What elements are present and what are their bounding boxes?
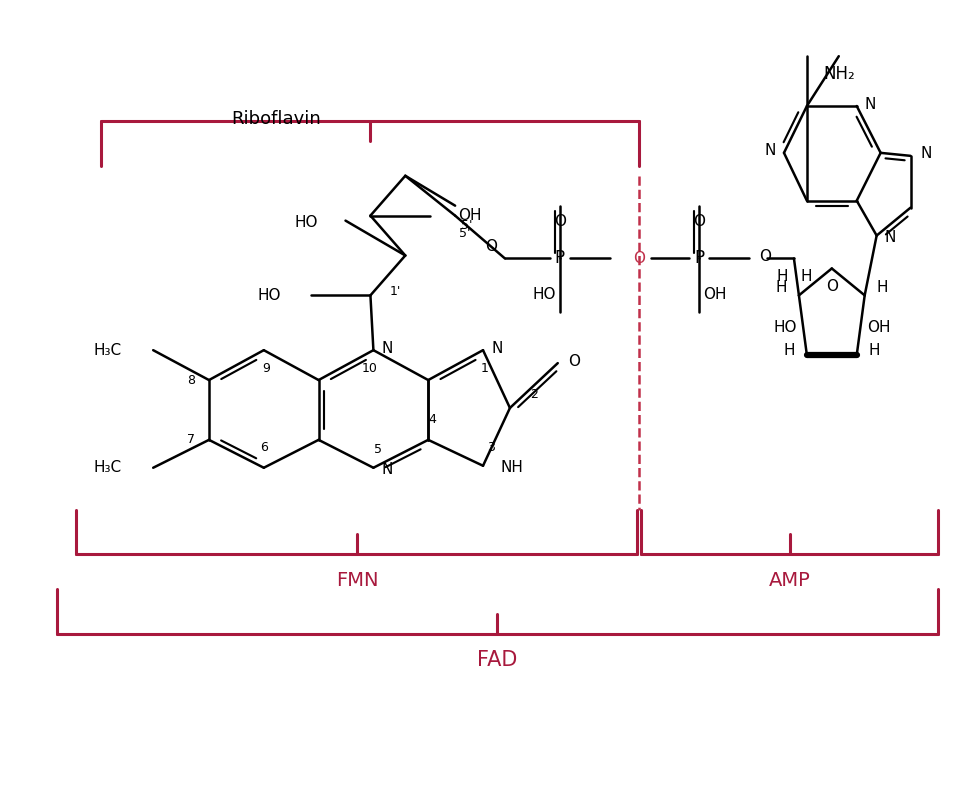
Text: N: N [381,462,393,478]
Text: HO: HO [773,320,797,335]
Text: FMN: FMN [336,571,378,590]
Text: 5: 5 [374,443,382,456]
Text: O: O [760,249,771,264]
Text: N: N [764,143,776,158]
Text: O: O [485,239,497,254]
Text: HO: HO [257,288,280,302]
Text: 5': 5' [460,227,470,240]
Text: OH: OH [458,208,481,223]
Text: OH: OH [866,320,890,335]
Text: NH₂: NH₂ [823,65,855,83]
Text: N: N [381,341,393,356]
Text: N: N [491,341,503,356]
Text: Riboflavin: Riboflavin [231,110,320,128]
Text: HO: HO [532,287,556,302]
Text: 3: 3 [487,441,495,455]
Text: O: O [693,214,706,229]
Text: H: H [776,269,788,284]
Text: AMP: AMP [769,571,810,590]
Text: N: N [921,146,932,162]
Text: 9: 9 [262,361,270,375]
Text: O: O [567,353,580,369]
Text: 7: 7 [187,433,195,447]
Text: N: N [865,96,876,111]
Text: 8: 8 [187,373,195,387]
Text: O: O [633,251,646,266]
Text: O: O [826,279,838,294]
Text: H₃C: H₃C [93,460,122,475]
Text: H: H [877,280,889,295]
Text: 1: 1 [481,361,489,375]
Text: 6: 6 [260,441,268,455]
Text: 10: 10 [362,361,377,375]
Text: FAD: FAD [477,650,517,670]
Text: P: P [694,249,705,267]
Text: 5': 5' [462,219,472,232]
Text: H: H [800,269,811,284]
Text: N: N [885,230,897,245]
Text: OH: OH [704,287,727,302]
Text: 1': 1' [390,285,401,298]
Text: H₃C: H₃C [93,342,122,357]
Text: HO: HO [294,215,318,230]
Text: O: O [554,214,565,229]
Text: P: P [555,249,564,267]
Text: H: H [783,342,795,357]
Text: NH: NH [501,460,524,475]
Text: 4: 4 [428,413,436,427]
Text: H: H [775,280,787,295]
Text: 2: 2 [530,388,538,400]
Text: H: H [869,342,880,357]
